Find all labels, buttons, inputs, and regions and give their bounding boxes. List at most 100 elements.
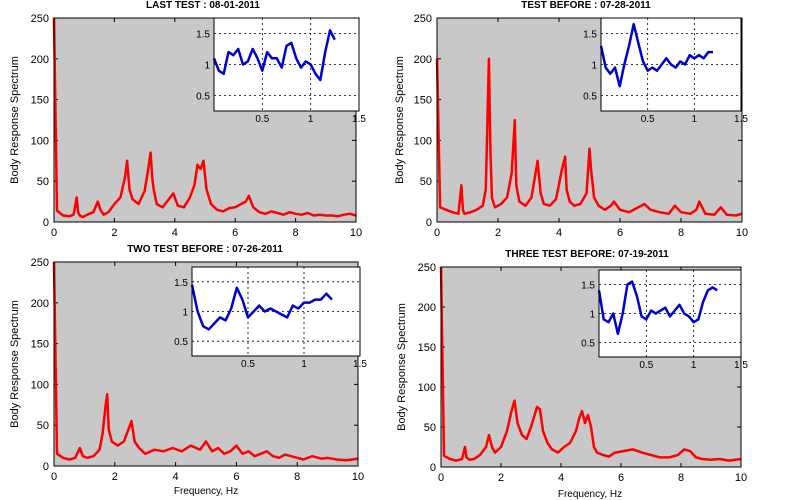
inset-y-tick-label: 1: [204, 61, 210, 72]
plot-frame: [440, 266, 742, 468]
x-tick-label: 8: [678, 227, 684, 239]
inset-frame: [600, 17, 742, 112]
inset-x-tick-label: 0.5: [639, 360, 653, 371]
x-tick-label: 2: [112, 471, 118, 483]
inset-x-tick-label: 0.5: [255, 114, 269, 125]
chart-title: LAST TEST : 08-01-2011: [146, 0, 260, 11]
x-tick-label: 10: [350, 227, 362, 239]
y-tick-label: 100: [31, 135, 49, 147]
inset-y-tick-label: 0.5: [583, 92, 597, 103]
x-axis-label: Frequency, Hz: [558, 489, 622, 500]
y-tick-label: 250: [31, 13, 49, 25]
x-tick-label: 4: [556, 227, 562, 239]
x-tick-label: 4: [172, 227, 178, 239]
y-tick-label: 100: [414, 135, 432, 147]
plot-frame: [53, 261, 359, 467]
x-tick-label: 10: [352, 471, 364, 483]
y-tick-label: 250: [418, 262, 436, 274]
inset-series-line: [599, 22, 713, 88]
x-tick-label: 0: [438, 472, 444, 484]
y-tick-label: 200: [414, 54, 432, 66]
y-axis-label: Body Response Spectrum: [9, 300, 21, 428]
inset-y-tick-label: 1: [591, 61, 597, 72]
inset-series-line: [597, 280, 718, 336]
inset-y-tick-label: 0.5: [174, 337, 188, 348]
y-tick-label: 0: [43, 217, 49, 229]
inset-series-line: [212, 29, 336, 82]
x-tick-label: 6: [232, 227, 238, 239]
inset-frame: [598, 269, 742, 358]
inset-frame: [213, 17, 360, 112]
inset-x-tick-label: 1.5: [734, 114, 748, 125]
y-tick-label: 250: [31, 257, 49, 269]
chart-title: TEST BEFORE : 07-28-2011: [521, 0, 651, 11]
x-tick-label: 6: [233, 471, 239, 483]
inset-x-tick-label: 1.5: [734, 360, 748, 371]
inset-plot: 0.5 1 1.5 0.5 1 1.5: [174, 266, 367, 370]
y-tick-label: 200: [418, 302, 436, 314]
x-tick-label: 0: [434, 227, 440, 239]
y-tick-label: 150: [418, 342, 436, 354]
inset-y-tick-label: 1: [589, 310, 595, 321]
y-tick-label: 150: [414, 95, 432, 107]
x-tick-label: 4: [558, 472, 564, 484]
x-tick-label: 4: [173, 471, 179, 483]
inset-plot: 0.5 1 1.5 0.5 1 1.5: [583, 17, 748, 125]
chart-panel-3: TWO TEST BEFORE : 07-26-2011 Body Respons…: [9, 244, 367, 497]
spectrum-series-line: [52, 261, 359, 462]
inset-y-tick-label: 0.5: [581, 339, 595, 350]
y-tick-label: 200: [31, 298, 49, 310]
y-tick-label: 200: [31, 54, 49, 66]
x-tick-label: 2: [498, 472, 504, 484]
inset-y-tick-label: 0.5: [196, 92, 210, 103]
plot-frame: [53, 17, 357, 223]
inset-x-tick-label: 1.5: [352, 114, 366, 125]
y-axis-label: Body Response Spectrum: [394, 56, 406, 184]
inset-plot: 0.5 1 1.5 0.5 1 1.5: [196, 17, 366, 125]
chart-panel-1: LAST TEST : 08-01-2011 Body Response Spec…: [9, 0, 366, 239]
y-tick-label: 50: [424, 422, 436, 434]
y-tick-label: 0: [43, 461, 49, 473]
y-tick-label: 100: [418, 382, 436, 394]
inset-y-tick-label: 1.5: [583, 30, 597, 41]
chart-title: THREE TEST BEFORE: 07-19-2011: [505, 249, 669, 260]
x-tick-label: 10: [736, 227, 748, 239]
y-tick-label: 0: [426, 217, 432, 229]
y-axis-label: Body Response Spectrum: [9, 56, 21, 184]
x-tick-label: 2: [495, 227, 501, 239]
chart-title: TWO TEST BEFORE : 07-26-2011: [127, 244, 283, 255]
y-tick-label: 100: [31, 379, 49, 391]
inset-frame: [191, 266, 361, 357]
y-tick-label: 150: [31, 339, 49, 351]
inset-x-tick-label: 1: [692, 114, 698, 125]
inset-x-tick-label: 1: [308, 114, 314, 125]
spectrum-series-line: [435, 57, 743, 217]
inset-y-tick-label: 1: [182, 308, 188, 319]
x-tick-label: 8: [293, 227, 299, 239]
inset-y-tick-label: 1.5: [196, 30, 210, 41]
x-tick-label: 6: [617, 227, 623, 239]
chart-panel-2: TEST BEFORE : 07-28-2011 Body Response Sp…: [394, 0, 748, 239]
y-tick-label: 150: [31, 95, 49, 107]
x-tick-label: 10: [735, 472, 747, 484]
x-tick-label: 6: [618, 472, 624, 484]
spectrum-series-line: [439, 266, 742, 462]
inset-plot: 0.5 1 1.5 0.5 1 1.5: [581, 269, 748, 371]
inset-x-tick-label: 0.5: [641, 114, 655, 125]
plot-frame: [436, 17, 743, 223]
x-tick-label: 8: [678, 472, 684, 484]
x-tick-label: 0: [51, 471, 57, 483]
y-tick-label: 50: [37, 420, 49, 432]
x-axis-label: Frequency, Hz: [174, 486, 238, 497]
spectrum-series-line: [52, 17, 357, 219]
y-axis-label: Body Response Spectrum: [396, 303, 408, 431]
x-tick-label: 8: [294, 471, 300, 483]
inset-y-tick-label: 1.5: [581, 281, 595, 292]
inset-x-tick-label: 0.5: [241, 359, 255, 370]
y-tick-label: 0: [430, 462, 436, 474]
inset-x-tick-label: 1.5: [353, 359, 367, 370]
inset-x-tick-label: 1: [691, 360, 697, 371]
inset-series-line: [190, 284, 333, 331]
chart-panel-4: THREE TEST BEFORE: 07-19-2011 Body Respon…: [396, 249, 748, 500]
